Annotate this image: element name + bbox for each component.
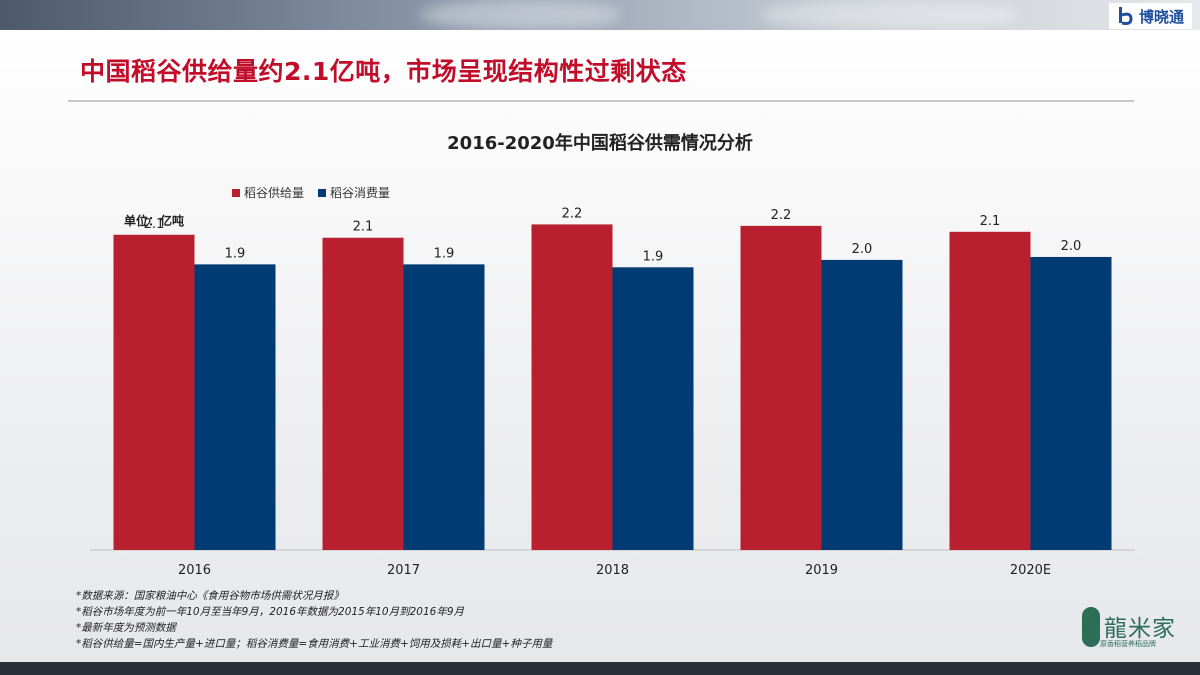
- x-tick-label-2017: 2017: [387, 563, 420, 578]
- x-tick-label-2020E: 2020E: [1010, 563, 1051, 578]
- data-label-consumption-2018: 1.9: [643, 249, 664, 264]
- data-label-supply-2016: 2.1: [144, 217, 165, 232]
- data-label-consumption-2019: 2.0: [852, 242, 873, 257]
- header-sky-banner: [0, 0, 1200, 30]
- footnote-season: *稻谷市场年度为前一年10月至当年9月，2016年数据为2015年10月到201…: [76, 606, 464, 618]
- legend-swatch-consumption: [318, 188, 327, 197]
- unit-label: 单位：亿吨: [124, 214, 185, 228]
- x-tick-label-2018: 2018: [596, 563, 629, 578]
- bar-consumption-2016: [194, 264, 276, 550]
- chart-legend: 稻谷供给量 稻谷消费量: [232, 184, 390, 201]
- bar-consumption-2020E: [1030, 256, 1112, 550]
- brand-logo-icon: [1117, 6, 1135, 26]
- corner-logo-tagline: 原香稻营养稻品牌: [1100, 640, 1156, 648]
- x-tick-label-2016: 2016: [178, 563, 211, 578]
- data-label-supply-2018: 2.2: [562, 206, 583, 221]
- legend-item-supply: 稻谷供给量: [232, 184, 304, 201]
- title-divider: [68, 100, 1134, 102]
- legend-swatch-supply: [232, 188, 240, 197]
- legend-label-consumption: 稻谷消费量: [330, 186, 391, 200]
- bar-supply-2017: [322, 237, 404, 550]
- corner-brand-logo: 龍米家 原香稻营养稻品牌: [1078, 603, 1190, 653]
- footnote-definition: *稻谷供给量=国内生产量+进口量；稻谷消费量=食用消费+工业消费+饲用及损耗+出…: [76, 638, 553, 650]
- footnote-source: *数据来源：国家粮油中心《食用谷物市场供需状况月报》: [76, 590, 344, 602]
- footnote-forecast: *最新年度为预测数据: [76, 622, 176, 634]
- bar-supply-2019: [740, 225, 822, 550]
- legend-label-supply: 稻谷供给量: [244, 186, 305, 200]
- data-label-consumption-2020E: 2.0: [1061, 239, 1082, 254]
- bar-supply-2016: [113, 234, 195, 550]
- bottom-strip: [0, 662, 1200, 675]
- data-label-consumption-2017: 1.9: [434, 246, 455, 261]
- page-title: 中国稻谷供给量约2.1亿吨，市场呈现结构性过剩状态: [80, 57, 687, 86]
- chart-title: 2016-2020年中国稻谷供需情况分析: [447, 133, 753, 154]
- corner-logo-name: 龍米家: [1104, 616, 1176, 642]
- brand-badge: 博晓通: [1108, 3, 1192, 29]
- cloud-decoration: [760, 0, 1020, 30]
- data-label-supply-2017: 2.1: [353, 220, 374, 235]
- bar-consumption-2019: [821, 259, 903, 550]
- bar-consumption-2017: [403, 264, 485, 550]
- brand-name: 博晓通: [1138, 7, 1184, 26]
- data-label-supply-2020E: 2.1: [980, 214, 1001, 229]
- cloud-decoration: [420, 0, 620, 30]
- data-label-consumption-2016: 1.9: [225, 246, 246, 261]
- bar-supply-2020E: [949, 231, 1031, 551]
- legend-item-consumption: 稻谷消费量: [318, 184, 390, 201]
- seal-icon: [1082, 607, 1100, 647]
- bar-supply-2018: [531, 224, 613, 550]
- x-tick-label-2019: 2019: [805, 563, 838, 578]
- bar-consumption-2018: [612, 267, 694, 550]
- footnotes: *数据来源：国家粮油中心《食用谷物市场供需状况月报》 *稻谷市场年度为前一年10…: [76, 588, 552, 652]
- data-label-supply-2019: 2.2: [771, 208, 792, 223]
